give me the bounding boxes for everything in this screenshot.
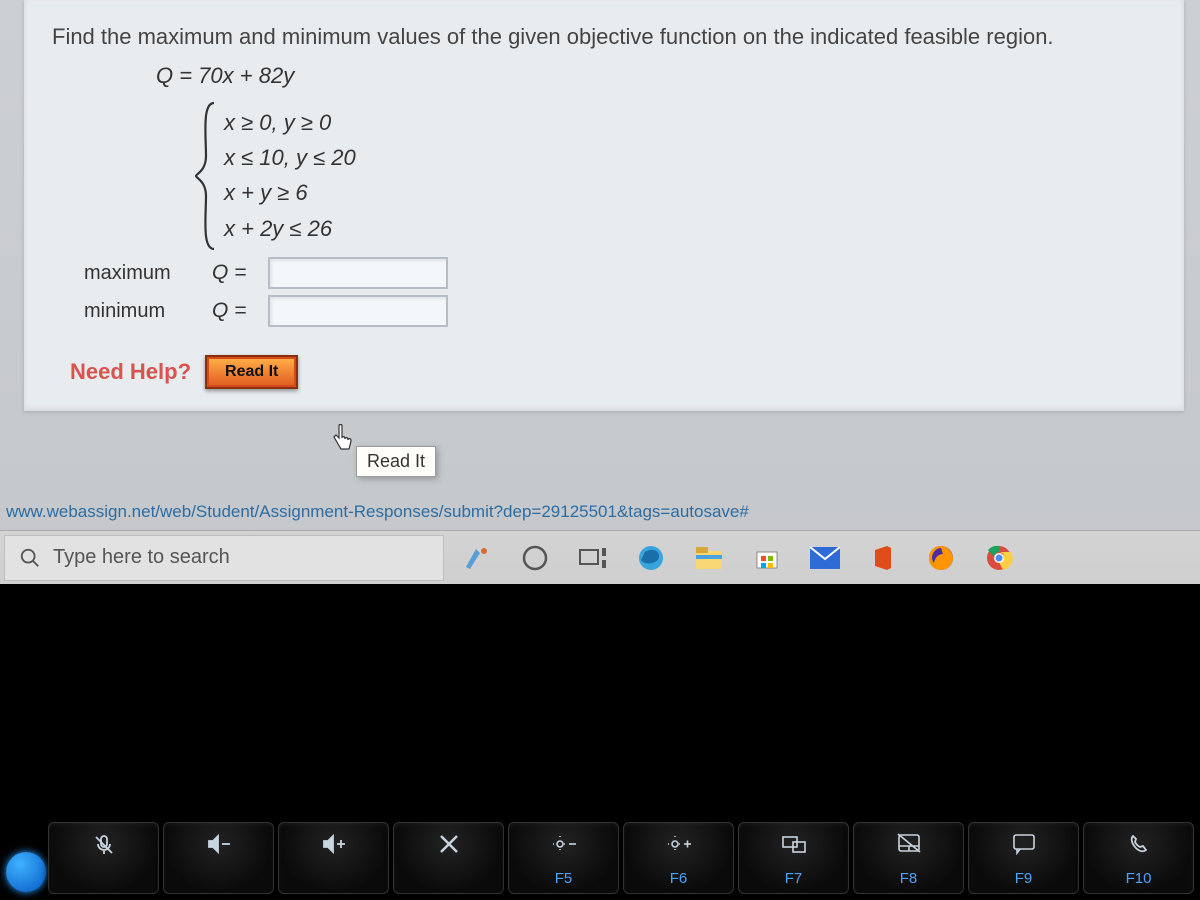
help-row: Need Help? Read It [70,355,1166,389]
search-box[interactable]: Type here to search [4,535,444,581]
key-bright-up[interactable]: F6 [623,822,734,894]
readit-tooltip: Read It [356,446,436,477]
explorer-icon[interactable] [694,543,724,573]
constraints-list: x ≥ 0, y ≥ 0 x ≤ 10, y ≤ 20 x + y ≥ 6 x … [224,105,356,246]
key-mute-mic[interactable] [48,822,159,894]
cursor-icon [330,424,356,458]
chrome-icon[interactable] [984,543,1014,573]
key-messages[interactable]: F9 [968,822,1079,894]
read-it-button[interactable]: Read It [205,355,298,389]
keyboard-fn-row: F5 F6 F7 F8 F9 F10 [0,816,1200,900]
min-input[interactable] [268,295,448,327]
q-equals-label: Q = [212,261,268,285]
taskbar: Type here to search [0,530,1200,584]
answer-row-max: maximum Q = [84,257,1166,289]
taskbar-icons [462,543,1014,573]
constraint-line: x ≥ 0, y ≥ 0 [224,105,356,140]
min-label: minimum [84,300,212,323]
edge-icon[interactable] [636,543,666,573]
mail-icon[interactable] [810,543,840,573]
constraint-line: x + y ≥ 6 [224,175,356,210]
search-placeholder: Type here to search [53,546,230,569]
office-icon[interactable] [868,543,898,573]
taskview-icon[interactable] [578,543,608,573]
brace-icon [194,101,218,251]
cortana-icon[interactable] [520,543,550,573]
constraints-block: x ≥ 0, y ≥ 0 x ≤ 10, y ≤ 20 x + y ≥ 6 x … [194,101,1166,251]
problem-prompt: Find the maximum and minimum values of t… [52,20,1166,53]
max-label: maximum [84,262,212,285]
ink-icon[interactable] [462,543,492,573]
q-equals-label: Q = [212,299,268,323]
firefox-icon[interactable] [926,543,956,573]
key-phone[interactable]: F10 [1083,822,1194,894]
status-url: www.webassign.net/web/Student/Assignment… [0,500,755,524]
need-help-label: Need Help? [70,359,191,385]
key-vol-up[interactable] [278,822,389,894]
constraint-line: x + 2y ≤ 26 [224,211,356,246]
store-icon[interactable] [752,543,782,573]
search-icon [19,547,41,569]
page-area: Find the maximum and minimum values of t… [0,0,1200,555]
key-project[interactable]: F7 [738,822,849,894]
screen-root: Find the maximum and minimum values of t… [0,0,1200,900]
answer-row-min: minimum Q = [84,295,1166,327]
key-bright-down[interactable]: F5 [508,822,619,894]
max-input[interactable] [268,257,448,289]
key-close[interactable] [393,822,504,894]
key-vol-down[interactable] [163,822,274,894]
key-touchpad[interactable]: F8 [853,822,964,894]
constraint-line: x ≤ 10, y ≤ 20 [224,140,356,175]
objective-fn: Q = 70x + 82y [156,63,1166,89]
problem-card: Find the maximum and minimum values of t… [24,0,1184,411]
